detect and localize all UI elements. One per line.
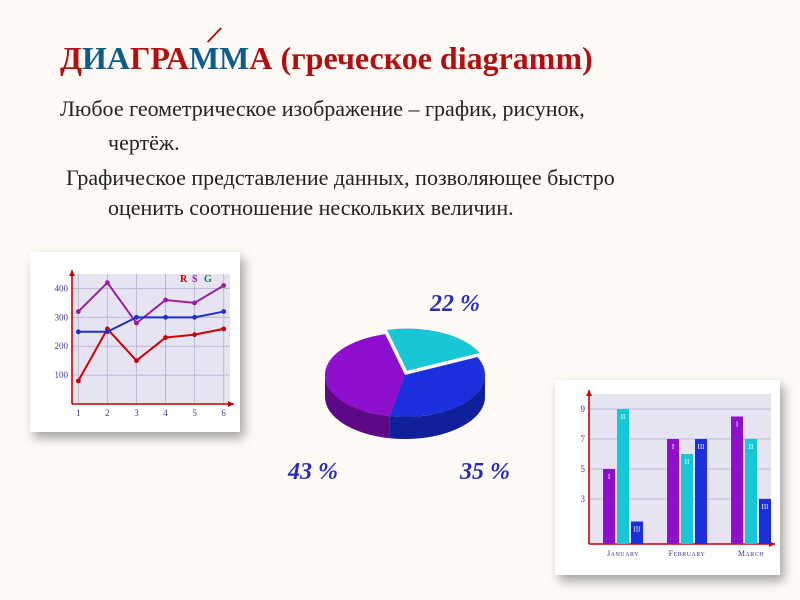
svg-text:II: II <box>621 413 626 421</box>
body-line-1b: чертёж. <box>60 128 760 158</box>
body-text: Любое геометрическое изображение – графи… <box>60 94 760 223</box>
body-line-2a: Графическое представление данных, позвол… <box>60 163 760 193</box>
svg-text:300: 300 <box>55 312 69 322</box>
svg-text:March: March <box>738 549 764 558</box>
bar-chart: 3579IIIIIIJanuaryIIIIIIFebruaryIIIIIIMar… <box>555 380 780 575</box>
svg-text:5: 5 <box>581 464 586 474</box>
svg-text:2: 2 <box>105 408 110 418</box>
svg-text:9: 9 <box>581 404 586 414</box>
svg-text:S: S <box>192 274 198 285</box>
body-line-1a: Любое геометрическое изображение – графи… <box>60 94 760 124</box>
svg-text:43 %: 43 % <box>287 459 338 485</box>
body-line-2b: оценить соотношение нескольких величин. <box>60 193 760 223</box>
svg-text:III: III <box>634 526 642 534</box>
svg-text:II: II <box>685 458 690 466</box>
svg-text:22 %: 22 % <box>429 291 480 317</box>
svg-text:G: G <box>204 274 212 285</box>
svg-text:R: R <box>180 274 188 285</box>
svg-text:5: 5 <box>192 408 197 418</box>
pie-chart: 22 % 35 % 43 % <box>270 275 530 495</box>
svg-text:II: II <box>749 443 754 451</box>
svg-text:400: 400 <box>55 283 69 293</box>
svg-text:3: 3 <box>581 494 586 504</box>
svg-text:200: 200 <box>55 341 69 351</box>
page-title: ДИАГРАММА (греческое diagramm) <box>60 40 760 77</box>
svg-text:January: January <box>607 549 639 558</box>
svg-text:3: 3 <box>134 408 139 418</box>
svg-text:III: III <box>698 443 706 451</box>
svg-text:III: III <box>762 503 770 511</box>
svg-text:35 %: 35 % <box>459 459 510 485</box>
line-chart: 100 200 300 400 1 2 3 4 5 6 RSG <box>30 252 240 432</box>
svg-text:February: February <box>669 549 706 558</box>
svg-text:4: 4 <box>163 408 168 418</box>
svg-text:1: 1 <box>76 408 81 418</box>
svg-text:7: 7 <box>581 434 586 444</box>
svg-text:6: 6 <box>221 408 226 418</box>
svg-text:100: 100 <box>55 370 69 380</box>
slide: / ДИАГРАММА (греческое diagramm) Любое г… <box>0 0 800 600</box>
